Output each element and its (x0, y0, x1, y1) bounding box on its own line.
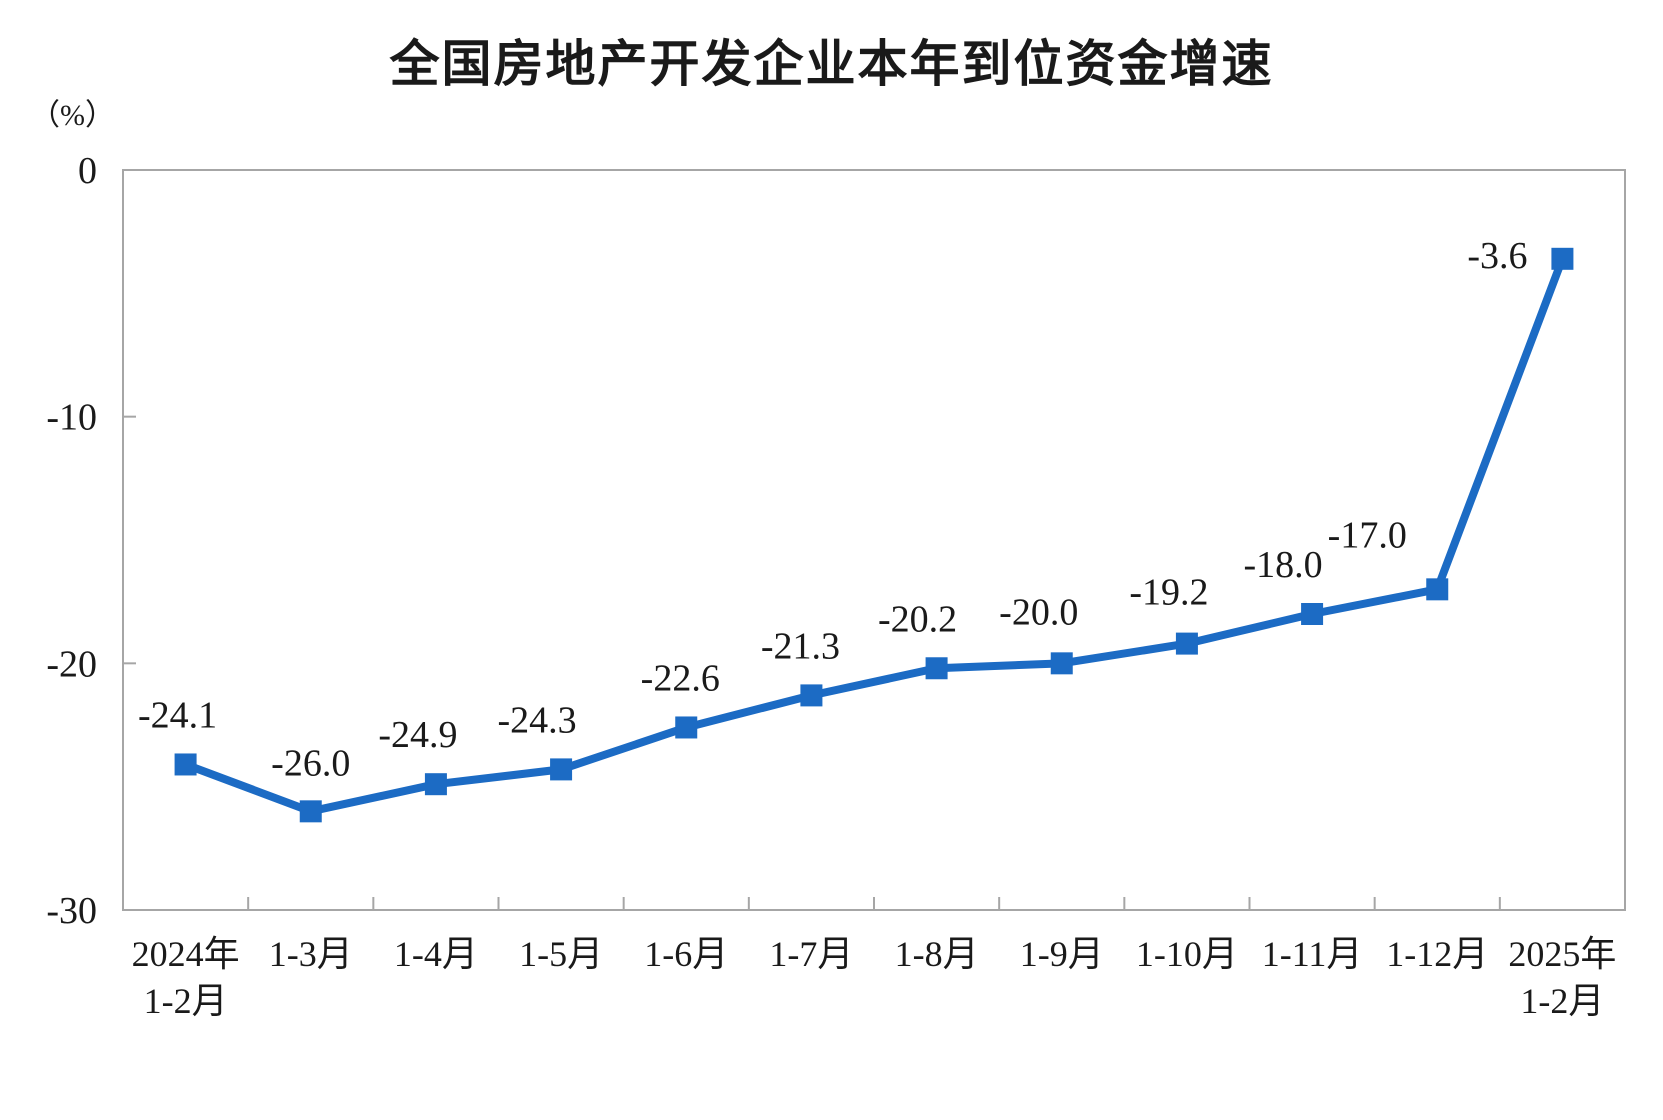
x-axis-label: 1-7月 (769, 934, 853, 974)
data-point-marker (424, 773, 447, 796)
x-axis-label: 1-10月 (1136, 934, 1238, 974)
y-axis-unit-label: （%） (30, 99, 115, 132)
data-point-marker (1426, 578, 1449, 601)
data-point-marker (800, 684, 823, 707)
data-point-marker (174, 753, 197, 776)
data-point-label: -24.1 (138, 694, 217, 736)
x-axis-label: 1-9月 (1020, 934, 1104, 974)
chart-title: 全国房地产开发企业本年到位资金增速 (389, 36, 1274, 92)
x-axis-label: 1-2月 (144, 981, 228, 1021)
y-axis-tick-label: -30 (46, 890, 97, 932)
data-point-marker (675, 716, 698, 739)
data-point-label: -19.2 (1129, 572, 1208, 614)
data-point-marker (925, 657, 948, 680)
data-point-label: -20.2 (878, 598, 957, 640)
x-axis-label: 1-5月 (519, 934, 603, 974)
y-axis-tick-label: -20 (46, 643, 97, 685)
y-axis-tick-label: 0 (78, 150, 97, 192)
data-point-marker (1301, 603, 1324, 625)
x-axis-label: 2024年 (132, 934, 240, 974)
x-axis-label: 1-3月 (269, 934, 353, 974)
data-point-marker (1050, 652, 1073, 675)
x-axis-label: 1-6月 (644, 934, 728, 974)
x-axis-label: 1-8月 (895, 934, 979, 974)
data-point-label: -18.0 (1244, 544, 1323, 586)
x-axis-label: 1-2月 (1520, 981, 1604, 1021)
data-point-label: -24.3 (498, 699, 577, 741)
data-point-marker (299, 800, 322, 823)
data-point-label: -22.6 (641, 657, 720, 699)
x-axis-label: 2025年 (1508, 934, 1616, 974)
data-point-label: -26.0 (271, 742, 350, 784)
y-axis-tick-label: -10 (46, 397, 97, 439)
x-axis-label: 1-11月 (1262, 934, 1363, 974)
data-point-label: -17.0 (1328, 514, 1407, 556)
data-point-label: -21.3 (761, 625, 840, 667)
x-axis-label: 1-12月 (1386, 934, 1488, 974)
data-point-marker (1551, 247, 1574, 270)
data-line (181, 254, 1567, 816)
data-point-marker (550, 758, 573, 781)
data-point-label: -20.0 (999, 591, 1078, 633)
data-point-label: -24.9 (378, 714, 457, 756)
data-point-marker (1175, 632, 1198, 655)
data-point-label: -3.6 (1467, 235, 1527, 277)
x-axis-label: 1-4月 (394, 934, 478, 974)
